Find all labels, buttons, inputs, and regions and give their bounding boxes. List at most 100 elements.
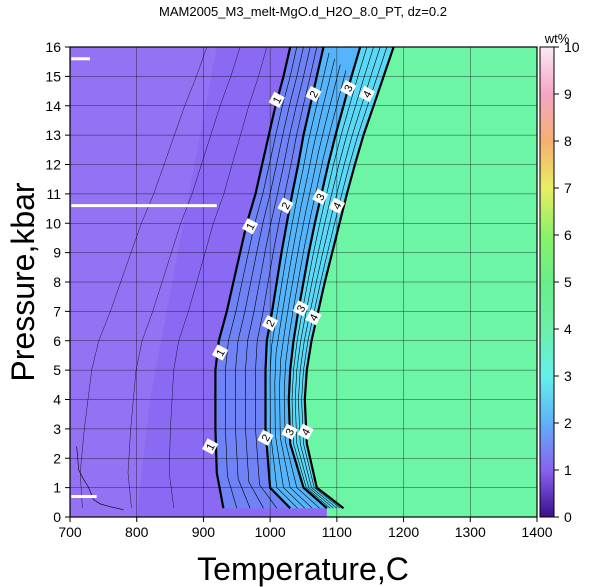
colorbar-tick-label: 9	[564, 86, 572, 102]
x-tick-label: 800	[125, 524, 149, 540]
y-tick-label: 16	[45, 39, 61, 55]
colorbar-gradient	[539, 46, 555, 518]
x-tick-label: 1000	[255, 524, 286, 540]
contour-level-4	[303, 47, 395, 510]
thin-contour	[255, 47, 318, 509]
y-tick-label: 4	[53, 392, 61, 408]
contour-label-text: 4	[361, 89, 374, 100]
contour-label: 1	[268, 91, 285, 109]
y-axis-label: Pressure,kbar	[5, 182, 41, 382]
x-axis: 700 800 900 1000 1100 1200 1300 1400	[58, 517, 553, 540]
contour-label-text: 1	[271, 95, 284, 106]
region-band-3	[288, 47, 394, 509]
thin-contour	[274, 58, 335, 509]
thin-contour	[294, 47, 374, 509]
contour-label: 1	[241, 218, 259, 235]
contour-label-text: 1	[244, 221, 257, 232]
contour-label: 3	[292, 300, 309, 317]
colorbar: wt% 0 1 2 3 4 5 6 7 8 9 10	[539, 31, 580, 525]
y-tick-label: 5	[53, 362, 61, 378]
colorbar-tick-label: 8	[564, 133, 572, 149]
contour-label-text: 3	[342, 83, 355, 94]
contour-label: 4	[297, 423, 314, 440]
contour-label-text: 2	[260, 433, 273, 444]
region-band-2	[265, 47, 361, 509]
y-tick-label: 0	[53, 509, 61, 525]
thin-contour	[245, 47, 311, 509]
thin-contour	[291, 47, 368, 509]
contour-label: 4	[305, 309, 322, 326]
x-tick-label: 1300	[455, 524, 486, 540]
y-tick-label: 12	[45, 157, 61, 173]
contour-label: 1	[201, 438, 219, 455]
contour-label-text: 4	[331, 201, 344, 212]
contour-label: 2	[257, 429, 274, 446]
thin-contour	[127, 47, 241, 509]
colorbar-tick-label: 5	[564, 274, 572, 290]
thin-contour	[301, 47, 388, 509]
thin-contour	[76, 446, 124, 510]
region-band-1	[215, 47, 324, 509]
y-tick-label: 7	[53, 303, 61, 319]
x-axis-label: Temperature,C	[197, 551, 409, 587]
y-tick-label: 6	[53, 333, 61, 349]
thin-contour	[279, 64, 341, 509]
contour-label-text: 1	[214, 347, 227, 358]
major-contours	[214, 47, 395, 510]
contour-label-text: 2	[308, 89, 321, 100]
thin-contour	[168, 47, 268, 509]
x-tick-label: 1200	[388, 524, 419, 540]
contour-label: 3	[340, 79, 357, 97]
colorbar-label: wt%	[544, 31, 570, 46]
contour-label-text: 1	[204, 441, 217, 452]
colorbar-tick-label: 7	[564, 180, 572, 196]
contour-label: 4	[358, 85, 376, 103]
thin-contour	[225, 47, 298, 509]
contour-label-text: 3	[284, 427, 297, 438]
y-tick-label: 13	[45, 127, 61, 143]
contour-label: 4	[328, 197, 346, 214]
thin-contour	[79, 47, 208, 509]
y-tick-label: 1	[53, 480, 61, 496]
colorbar-tick-label: 0	[564, 509, 572, 525]
contour-label: 1	[211, 344, 229, 361]
contour-label: 2	[261, 314, 279, 332]
contour-label: 3	[281, 423, 298, 440]
y-tick-label: 14	[45, 98, 61, 114]
contour-label-text: 2	[280, 201, 293, 212]
thin-contour	[298, 47, 381, 509]
contour-label: 2	[305, 85, 322, 103]
x-tick-label: 700	[58, 524, 82, 540]
y-tick-label: 10	[45, 215, 61, 231]
contour-level-1	[214, 47, 292, 509]
thin-contours	[76, 47, 388, 510]
y-tick-label: 3	[53, 421, 61, 437]
contour-label-text: 2	[264, 318, 277, 329]
y-tick-label: 8	[53, 274, 61, 290]
colorbar-tick-label: 1	[564, 462, 572, 478]
y-tick-label: 2	[53, 450, 61, 466]
colorbar-tick-label: 6	[564, 227, 572, 243]
white-segments	[71, 57, 217, 498]
region-high-bottom	[326, 508, 537, 517]
colorbar-tick-label: 10	[564, 39, 580, 55]
colorbar-tick-label: 3	[564, 368, 572, 384]
contour-label-text: 3	[295, 303, 308, 314]
colorbar-tick-label: 2	[564, 415, 572, 431]
colorbar-ticks: 0 1 2 3 4 5 6 7 8 9 10	[554, 39, 580, 525]
y-tick-label: 9	[53, 245, 61, 261]
y-tick-label: 15	[45, 68, 61, 84]
x-tick-label: 1100	[322, 524, 352, 540]
contour-level-3	[287, 47, 362, 510]
contour-label-text: 4	[308, 312, 321, 323]
chart-title: MAM2005_M3_melt-MgO.d_H2O_8.0_PT, dz=0.2	[159, 4, 447, 19]
x-tick-label: 900	[192, 524, 216, 540]
thin-contour	[235, 47, 304, 509]
contour-label-text: 4	[300, 427, 313, 438]
y-tick-label: 11	[46, 186, 61, 202]
thin-contour	[283, 70, 347, 509]
contour-label: 3	[312, 188, 329, 205]
